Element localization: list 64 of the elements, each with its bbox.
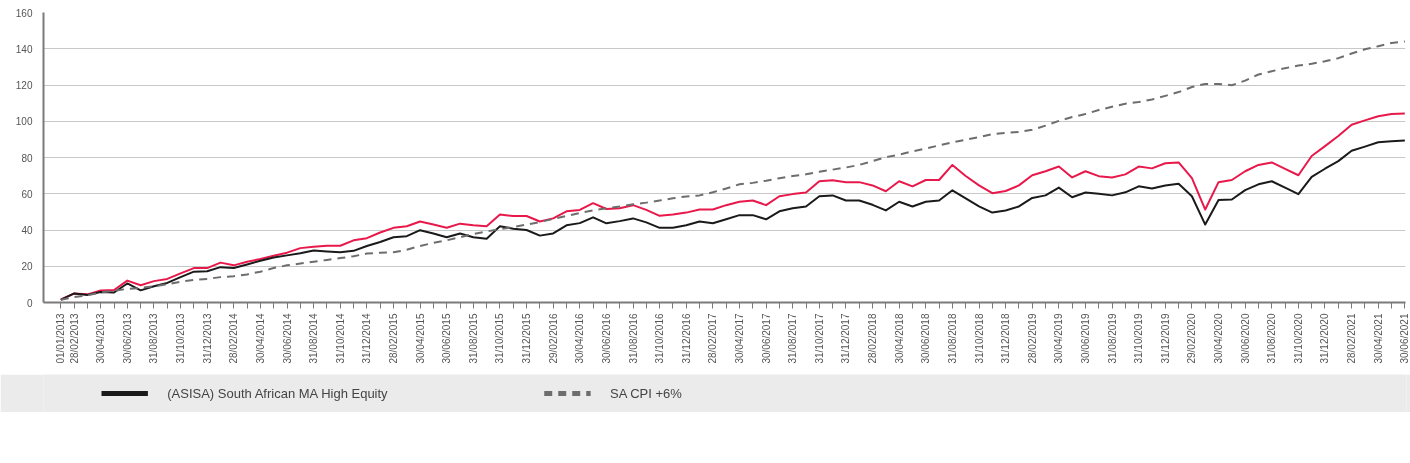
legend-label: SA CPI +6% [609,386,683,401]
x-tick-label: 31/12/2014 [361,313,373,364]
x-tick-label: 31/10/2017 [813,313,825,364]
y-tick-label: 120 [15,80,33,91]
x-tick-label: 28/02/2019 [1026,313,1038,364]
x-tick-label: 30/04/2013 [95,313,107,364]
x-tick-label: 31/12/2017 [840,313,852,364]
x-tick-label: 31/08/2016 [627,313,639,364]
x-tick-label: 31/12/2013 [201,313,213,364]
x-tick-label: 31/12/2018 [1000,313,1012,364]
x-tick-label: 30/04/2021 [1372,313,1384,364]
line-series [59,40,1406,301]
x-tick-label: 31/10/2013 [175,313,187,364]
x-tick-label: 01/01/2013 [55,313,67,364]
x-tick-label: 31/08/2015 [467,313,479,364]
x-tick-label: 30/06/2021 [1398,313,1410,364]
x-tick-label: 31/10/2014 [334,313,346,364]
x-tick-label: 28/02/2013 [68,313,80,364]
x-tick-label: 28/02/2018 [867,313,879,364]
x-tick-label: 30/06/2013 [121,313,133,364]
y-tick-label: 60 [21,188,33,200]
x-tick-label: 30/04/2014 [254,313,266,364]
x-tick-label: 31/08/2014 [308,313,320,364]
y-tick-label: 0 [26,297,33,309]
y-tick-label: 140 [15,43,33,55]
x-tick-label: 31/10/2019 [1133,313,1145,364]
y-tick-label: 40 [21,225,33,236]
x-tick-label: 28/02/2015 [387,313,399,364]
x-tick-label: 30/06/2018 [920,313,932,364]
x-tick-label: 29/02/2020 [1186,313,1198,364]
x-tick-label: 30/06/2015 [441,313,453,364]
x-tick-label: 30/04/2018 [893,313,905,364]
x-tick-label: 31/10/2015 [494,313,506,364]
y-tick-label: 20 [21,261,33,273]
x-tick-label: 30/06/2017 [760,313,772,364]
x-tick-label: 31/12/2019 [1159,313,1171,364]
x-tick-label: 30/04/2020 [1213,313,1225,364]
y-tick-label: 80 [21,152,33,164]
x-tick-label: 31/10/2016 [654,313,666,364]
x-tick-label: 30/06/2014 [281,313,293,364]
x-tick-label: 30/04/2015 [414,313,426,364]
x-tick-label: 31/08/2019 [1106,313,1118,364]
legend-label: (ASISA) South African MA High Equity [167,386,389,401]
x-tick-label: 28/02/2014 [228,313,240,364]
x-tick-label: 30/04/2019 [1053,313,1065,364]
x-tick-label: 28/02/2021 [1346,313,1358,364]
y-tick-label: 100 [15,116,33,128]
x-tick-label: 31/12/2015 [521,313,533,364]
x-tick-label: 28/02/2017 [707,313,719,364]
x-tick-label: 30/06/2019 [1079,313,1091,364]
x-tick-label: 30/06/2016 [600,313,612,364]
x-tick-label: 31/08/2020 [1266,313,1278,364]
x-tick-label: 31/08/2013 [148,313,160,364]
x-tick-label: 31/08/2017 [787,313,799,364]
x-tick-label: 31/08/2018 [946,313,958,364]
x-tick-label: 31/10/2018 [973,313,985,364]
x-tick-label: 31/12/2016 [680,313,692,364]
y-tick-label: 160 [15,7,33,19]
x-tick-label: 29/02/2016 [547,313,559,364]
x-tick-label: 31/10/2020 [1292,313,1304,364]
x-tick-label: 30/04/2016 [574,313,586,364]
x-tick-label: 31/12/2020 [1319,313,1331,364]
x-tick-label: 30/04/2017 [733,313,745,364]
x-tick-label: 30/06/2020 [1239,313,1251,364]
